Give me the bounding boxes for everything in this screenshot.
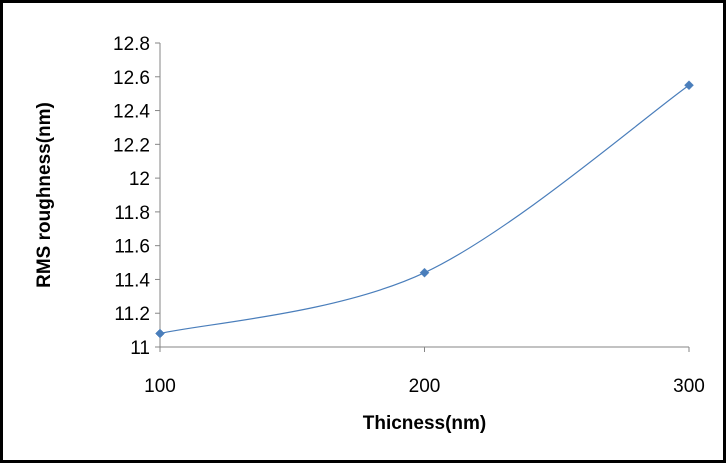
x-axis-ticks: 100 200 300 (144, 347, 705, 397)
y-tick-label: 12.8 (113, 34, 150, 55)
y-axis-title: RMS roughness(nm) (34, 102, 55, 288)
series-markers (155, 80, 694, 339)
y-tick-label: 12.4 (113, 102, 150, 123)
y-tick-label: 11.4 (114, 270, 150, 291)
series-line (159, 84, 690, 335)
y-tick-label: 11 (130, 338, 150, 359)
chart-svg: 11 11.2 11.4 11.6 11.8 12 12.2 12.4 12.6 12.8 100… (34, 34, 705, 434)
y-tick-label: 12.6 (113, 68, 150, 89)
y-tick-label: 11.6 (114, 237, 150, 258)
y-tick-label: 12.2 (113, 135, 150, 156)
x-axis-title: Thicness(nm) (363, 413, 487, 434)
data-point-marker (419, 267, 430, 278)
x-tick-label: 300 (673, 376, 705, 397)
data-point-marker (155, 328, 165, 339)
y-tick-label: 11.2 (114, 304, 150, 325)
y-tick-label: 12 (129, 169, 150, 190)
y-axis-ticks: 11 11.2 11.4 11.6 11.8 12 12.2 12.4 12.6 12.8 (113, 34, 160, 359)
x-tick-label: 100 (144, 376, 176, 397)
x-tick-label: 200 (409, 376, 441, 397)
data-point-marker (684, 80, 694, 91)
y-tick-label: 11.8 (114, 203, 150, 224)
